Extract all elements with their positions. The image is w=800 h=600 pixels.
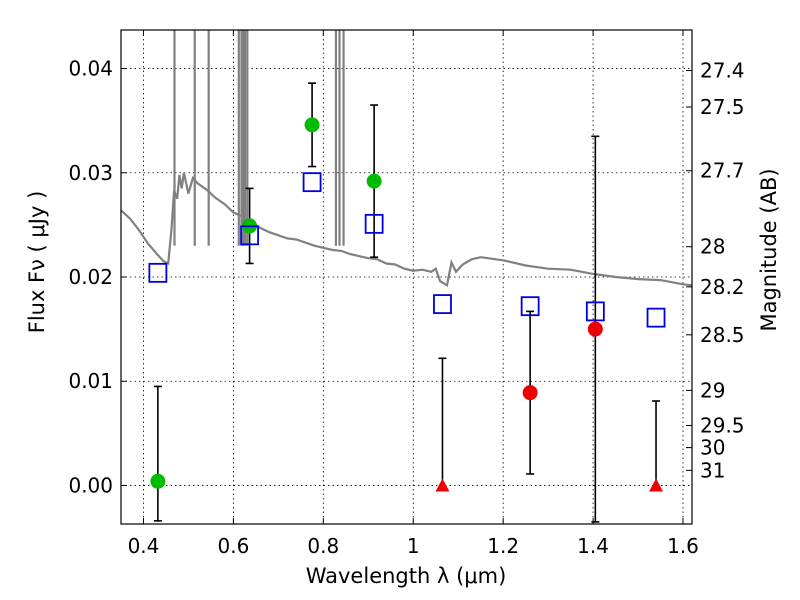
x-tick-label: 0.4: [128, 534, 160, 558]
model-square-point: [433, 294, 452, 314]
y-tick-label: 0.04: [68, 57, 113, 81]
magnitude-tick-label: 31: [700, 458, 725, 482]
model-square-point: [364, 213, 384, 234]
x-tick-label: 1.4: [577, 534, 609, 558]
data-points: [148, 82, 666, 523]
triangle-point: [649, 478, 664, 492]
circle-point: [522, 385, 538, 401]
x-axis-label: Wavelength λ (μm): [306, 564, 507, 588]
magnitude-axis-label: Magnitude (AB): [757, 168, 781, 331]
magnitude-tick-label: 28.2: [700, 275, 745, 299]
circle-point: [587, 321, 603, 337]
circle-point: [366, 173, 382, 189]
model-square-point: [302, 172, 322, 193]
magnitude-tick-label: 28.5: [700, 323, 745, 347]
magnitude-tick-label: 29: [700, 378, 725, 402]
x-tick-label: 0.6: [217, 534, 249, 558]
magnitude-tick-label: 30: [700, 436, 725, 460]
axis-ticks: 0.4 0.6 0.8 1 1.2 1.4 1.6 0.00 0.01 0.02 0.03 0.04 2…: [68, 30, 745, 558]
magnitude-tick-label: 27.4: [700, 59, 745, 83]
magnitude-tick-label: 28: [700, 235, 725, 259]
circle-point: [304, 117, 320, 133]
model-square-point: [148, 262, 168, 283]
y-tick-label: 0.01: [68, 369, 113, 393]
model-square-point: [240, 225, 259, 246]
x-tick-label: 1.2: [487, 534, 519, 558]
x-tick-label: 1: [407, 534, 420, 558]
y-tick-label: 0.02: [68, 265, 113, 289]
model-square-point: [646, 307, 666, 328]
model-square-point: [585, 301, 605, 322]
magnitude-tick-label: 29.5: [700, 413, 745, 437]
model-spectrum: [121, 30, 692, 288]
magnitude-tick-label: 27.7: [700, 159, 745, 183]
y-axis-label: Flux Fν ( μJy ): [25, 191, 49, 334]
x-tick-label: 1.6: [667, 534, 699, 558]
y-tick-label: 0.03: [68, 161, 113, 185]
magnitude-tick-label: 27.5: [700, 95, 745, 119]
circle-point: [150, 473, 166, 489]
triangle-point: [435, 478, 450, 492]
spectrum-line: [121, 172, 692, 288]
grid-lines: [121, 30, 692, 524]
x-tick-label: 0.8: [307, 534, 339, 558]
y-tick-label: 0.00: [68, 473, 113, 497]
model-square-point: [520, 296, 540, 317]
